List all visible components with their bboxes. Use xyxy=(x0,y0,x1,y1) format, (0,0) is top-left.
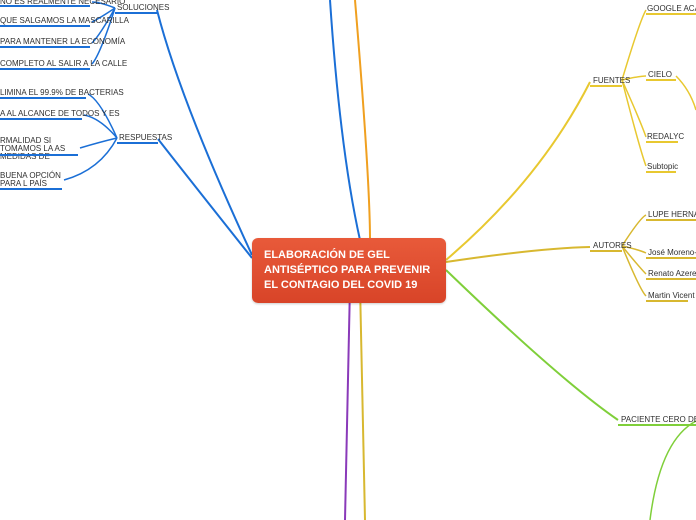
underline xyxy=(646,257,696,259)
underline xyxy=(590,250,622,252)
underline xyxy=(0,25,90,27)
underline xyxy=(0,118,82,120)
underline xyxy=(646,171,676,173)
underline xyxy=(646,79,676,81)
underline xyxy=(646,219,696,221)
underline xyxy=(590,85,622,87)
underline xyxy=(0,68,90,70)
underline xyxy=(646,141,678,143)
underline xyxy=(115,12,158,14)
underline xyxy=(0,97,86,99)
underline xyxy=(646,278,696,280)
underline xyxy=(0,46,90,48)
underline xyxy=(646,300,688,302)
underline xyxy=(0,154,78,156)
underline xyxy=(646,13,696,15)
underline xyxy=(618,424,696,426)
underline xyxy=(0,188,62,190)
central-topic[interactable]: ELABORACIÓN DE GEL ANTISÉPTICO PARA PREV… xyxy=(252,238,446,303)
central-title: ELABORACIÓN DE GEL ANTISÉPTICO PARA PREV… xyxy=(264,249,430,291)
underline xyxy=(0,5,90,7)
resp-item-2[interactable]: RMALIDAD SI TOMAMOS LA AS MEDIDAS DE xyxy=(0,137,80,163)
underline xyxy=(117,142,158,144)
